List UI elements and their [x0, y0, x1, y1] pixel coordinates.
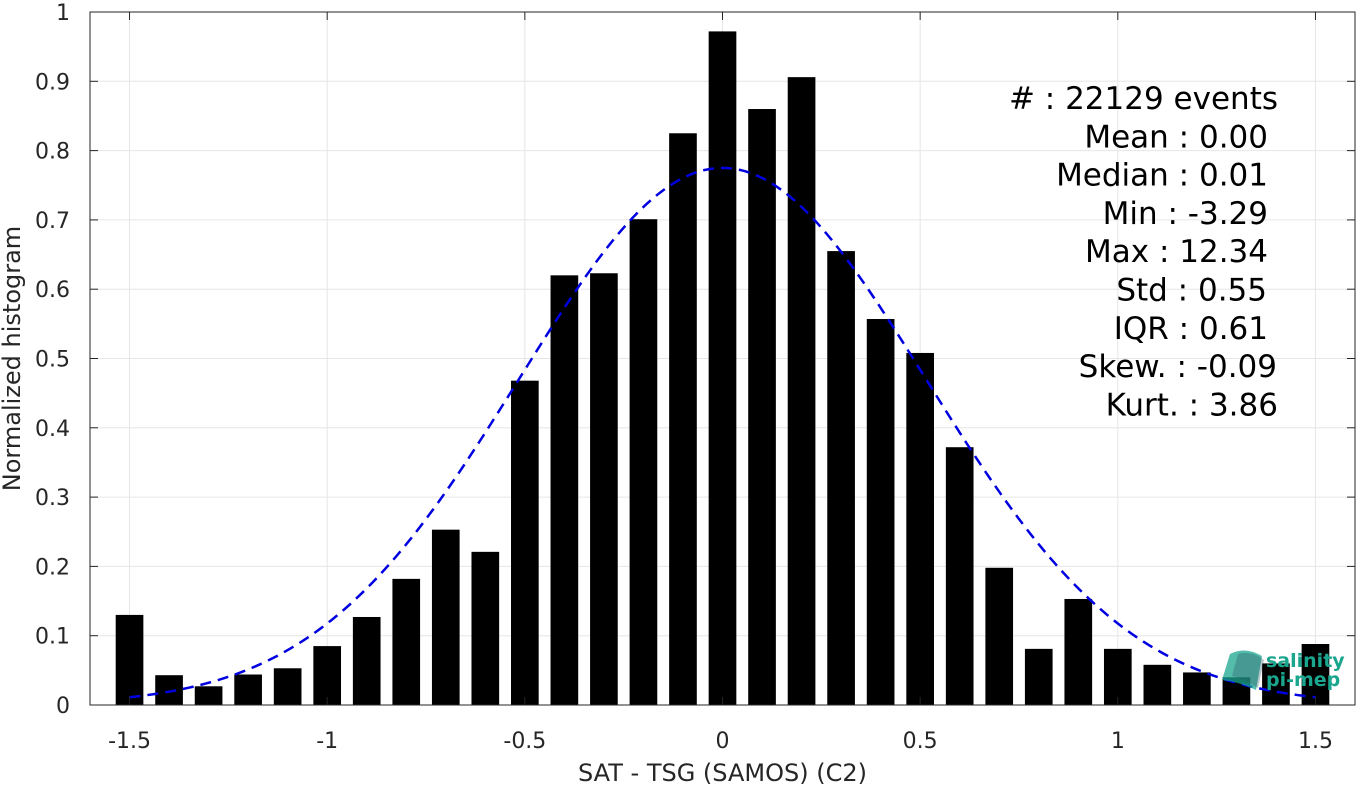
- y-axis-label: Normalized histogram: [0, 226, 26, 491]
- histogram-bar: [234, 674, 262, 705]
- histogram-bar: [866, 318, 895, 705]
- x-tick-label: 1: [1111, 729, 1125, 754]
- x-tick-label: 0: [716, 729, 730, 754]
- histogram-bar: [1143, 664, 1172, 705]
- x-tick-label: 1.5: [1298, 729, 1333, 754]
- histogram-bar: [155, 675, 183, 705]
- y-tick-label: 0.7: [35, 209, 70, 234]
- stat-line: Max : 12.34: [1085, 234, 1268, 270]
- histogram-bar: [1262, 663, 1290, 705]
- stat-line: Median : 0.01: [1056, 158, 1268, 194]
- histogram-bar: [194, 686, 223, 705]
- logo-wave-icon: [1222, 650, 1262, 690]
- y-tick-label: 0.8: [35, 140, 70, 165]
- histogram-bar: [431, 529, 460, 705]
- y-tick-label: 1: [56, 1, 70, 26]
- histogram-bar: [708, 31, 737, 706]
- y-tick-label: 0: [56, 694, 70, 719]
- histogram-bar: [1064, 598, 1093, 705]
- y-axis-ticks: 0 0.1 0.2 0.3 0.4 0.5 0.6 0.7 0.8 0.9 1: [35, 1, 1355, 719]
- logo-text-pimep: pi-mep: [1266, 669, 1340, 691]
- histogram-bar: [392, 578, 421, 705]
- histogram-bar: [511, 380, 539, 705]
- x-tick-label: -0.5: [503, 729, 546, 754]
- histogram-bar: [906, 352, 934, 705]
- y-tick-label: 0.4: [35, 417, 70, 442]
- y-tick-label: 0.6: [35, 278, 70, 303]
- y-tick-label: 0.1: [35, 625, 70, 650]
- histogram-bar: [748, 109, 776, 705]
- x-tick-label: -1: [316, 729, 338, 754]
- logo-wave-icon-back: [1232, 652, 1264, 688]
- histogram-bar: [1024, 648, 1053, 705]
- histogram-bars: [115, 31, 1330, 706]
- y-tick-label: 0.9: [35, 70, 70, 95]
- stat-line: Std : 0.55: [1116, 273, 1267, 309]
- histogram-bar: [945, 447, 974, 705]
- stat-line: IQR : 0.61: [1114, 311, 1268, 347]
- logo-text-salinity: salinity: [1266, 650, 1345, 672]
- x-axis-ticks: -1.5 -1 -0.5 0 0.5 1 1.5: [108, 12, 1333, 754]
- histogram-bar: [629, 219, 658, 705]
- histogram-bar: [1103, 648, 1132, 705]
- histogram-bar: [1183, 672, 1211, 705]
- y-tick-label: 0.5: [35, 348, 70, 373]
- histogram-bar: [313, 646, 342, 705]
- x-tick-label: -1.5: [108, 729, 151, 754]
- stat-line: Kurt. : 3.86: [1106, 387, 1278, 423]
- stat-line: Skew. : -0.09: [1079, 349, 1277, 385]
- stat-line: # : 22129 events: [1009, 81, 1278, 117]
- normal-fit-curve: [129, 166, 1316, 699]
- x-axis-label: SAT - TSG (SAMOS) (C2): [578, 759, 867, 785]
- histogram-bar: [985, 567, 1014, 705]
- histogram-bar: [1301, 644, 1330, 705]
- histogram-bar: [550, 275, 579, 705]
- histogram-bar: [273, 668, 302, 705]
- histogram-bar: [827, 251, 855, 705]
- y-tick-label: 0.3: [35, 486, 70, 511]
- stat-line: Min : -3.29: [1103, 196, 1268, 232]
- y-tick-label: 0.2: [35, 555, 70, 580]
- stat-line: Mean : 0.00: [1084, 119, 1268, 155]
- histogram-bar: [787, 77, 816, 706]
- histogram-bar: [590, 273, 618, 705]
- histogram-bar: [115, 614, 144, 705]
- histogram-bar: [352, 616, 381, 705]
- histogram-bar: [471, 551, 500, 705]
- salinity-pimep-logo: salinity pi-mep: [1222, 650, 1345, 691]
- x-tick-label: 0.5: [903, 729, 938, 754]
- histogram-bar: [669, 133, 697, 705]
